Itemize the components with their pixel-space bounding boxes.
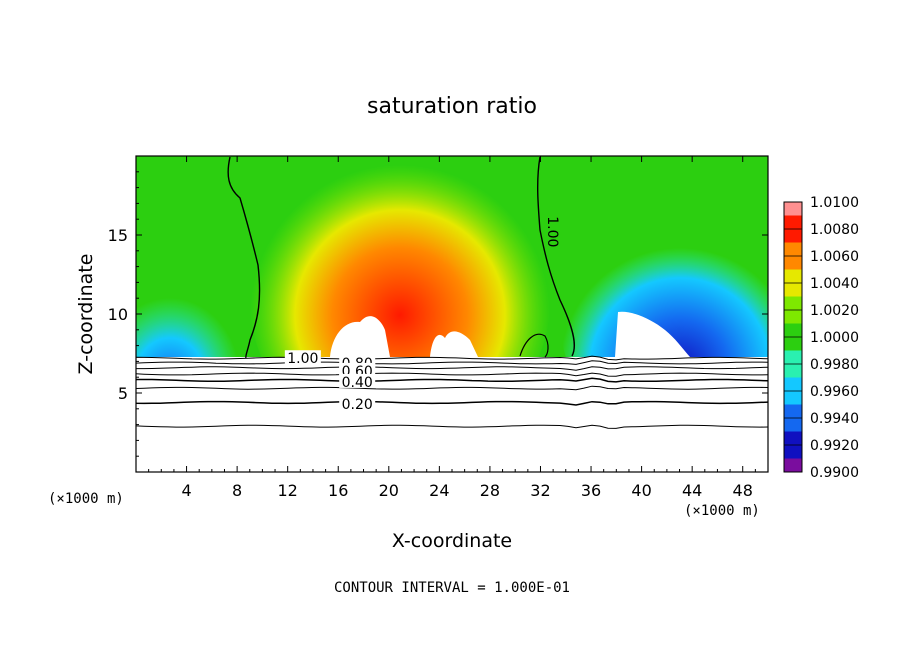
contour-label: 1.00 — [287, 351, 318, 367]
colorbar-level-label: 0.9900 — [810, 465, 859, 481]
y-tick-label: 10 — [108, 305, 128, 324]
contour-label-bg — [339, 362, 376, 377]
colorbar-band — [784, 377, 802, 391]
contour-labels: 1.001.000.800.600.400.20 — [284, 213, 562, 413]
white-bump-right — [615, 311, 690, 357]
colorbar-band — [784, 269, 802, 283]
colorbar-level-label: 1.0040 — [810, 276, 859, 292]
colorbar-level-label: 1.0080 — [810, 222, 859, 238]
x-tick-label: 36 — [581, 481, 601, 500]
x-tick-label: 44 — [682, 481, 702, 500]
x-tick-label: 8 — [232, 481, 242, 500]
x-unit-label-left: (×1000 m) — [48, 491, 124, 507]
contour-line-horizontal — [136, 400, 768, 406]
x-tick-label: 28 — [480, 481, 500, 500]
x-tick-label: 12 — [278, 481, 298, 500]
contour-lines — [136, 355, 768, 429]
contour-line-horizontal — [136, 372, 768, 377]
colorbar-level-label: 0.9980 — [810, 357, 859, 373]
colorbar-band — [784, 431, 802, 445]
contour-1-00-right — [536, 156, 576, 357]
colorbar-level-label: 1.0100 — [810, 195, 859, 211]
contour-label-bg — [339, 373, 376, 388]
white-bump-center — [430, 331, 478, 357]
colorbar-band — [784, 364, 802, 378]
colorbar-band — [784, 296, 802, 310]
colorbar-level-label: 0.9940 — [810, 411, 859, 427]
colorbar-band — [784, 323, 802, 337]
contour-1-00-bump — [519, 333, 549, 358]
colorbar-level-label: 0.9920 — [810, 438, 859, 454]
contour-1-00-left — [227, 156, 261, 359]
y-tick-label: 5 — [118, 384, 128, 403]
colorbar-band — [784, 202, 802, 216]
x-tick-label: 24 — [429, 481, 449, 500]
x-tick-label: 20 — [379, 481, 399, 500]
colorbar-level-label: 1.0060 — [810, 249, 859, 265]
x-tick-label: 40 — [631, 481, 651, 500]
colorbar-level-label: 0.9960 — [810, 384, 859, 400]
x-tick-label: 4 — [181, 481, 191, 500]
y-axis-ticks: 5 10 15 — [108, 171, 768, 457]
colorbar-band — [784, 350, 802, 364]
colorbar-band — [784, 256, 802, 270]
x-tick-label: 16 — [328, 481, 348, 500]
colorbar-band — [784, 337, 802, 351]
colorbar-band — [784, 310, 802, 324]
colorbar: 0.9900 0.9920 0.9940 0.9960 0.9980 1.0000 1.00… — [783, 195, 859, 481]
contour-line-horizontal — [136, 360, 768, 365]
contour-label: 0.40 — [342, 375, 373, 391]
y-axis-label: Z-coordinate — [75, 254, 97, 375]
colorbar-band — [784, 391, 802, 405]
white-bump-left — [330, 316, 390, 357]
subsaturated-region — [136, 357, 768, 472]
colorbar-band — [784, 283, 802, 297]
contour-label: 1.00 — [544, 216, 560, 247]
contour-line-horizontal — [136, 377, 768, 383]
contour-line-horizontal — [136, 355, 768, 361]
x-tick-label: 32 — [530, 481, 550, 500]
plot-field — [136, 156, 768, 472]
colorbar-band — [784, 458, 802, 472]
colorbar-band — [784, 215, 802, 229]
colorbar-band — [784, 242, 802, 256]
contour-label-bg — [339, 396, 376, 411]
contour-line-horizontal — [136, 366, 768, 371]
contour-line-horizontal — [136, 424, 768, 429]
x-tick-label: 48 — [733, 481, 753, 500]
colorbar-band — [784, 229, 802, 243]
contour-interval-note: CONTOUR INTERVAL = 1.000E-01 — [334, 580, 570, 596]
x-unit-label-right: (×1000 m) — [684, 503, 760, 519]
contour-label: 0.20 — [342, 397, 373, 413]
colorbar-level-label: 1.0020 — [810, 303, 859, 319]
colorbar-band — [784, 418, 802, 432]
contour-line-horizontal — [136, 385, 768, 391]
contour-label-bg — [284, 350, 321, 365]
colorbar-band — [784, 445, 802, 459]
colorbar-band — [784, 404, 802, 418]
contour-label-bg — [547, 213, 562, 250]
colorbar-level-label: 1.0000 — [810, 330, 859, 346]
y-tick-label: 15 — [108, 226, 128, 245]
x-axis-ticks: 4 8 12 16 20 24 28 32 36 40 44 48 — [148, 156, 756, 500]
chart-title: saturation ratio — [367, 94, 537, 119]
x-axis-label: X-coordinate — [392, 530, 512, 552]
